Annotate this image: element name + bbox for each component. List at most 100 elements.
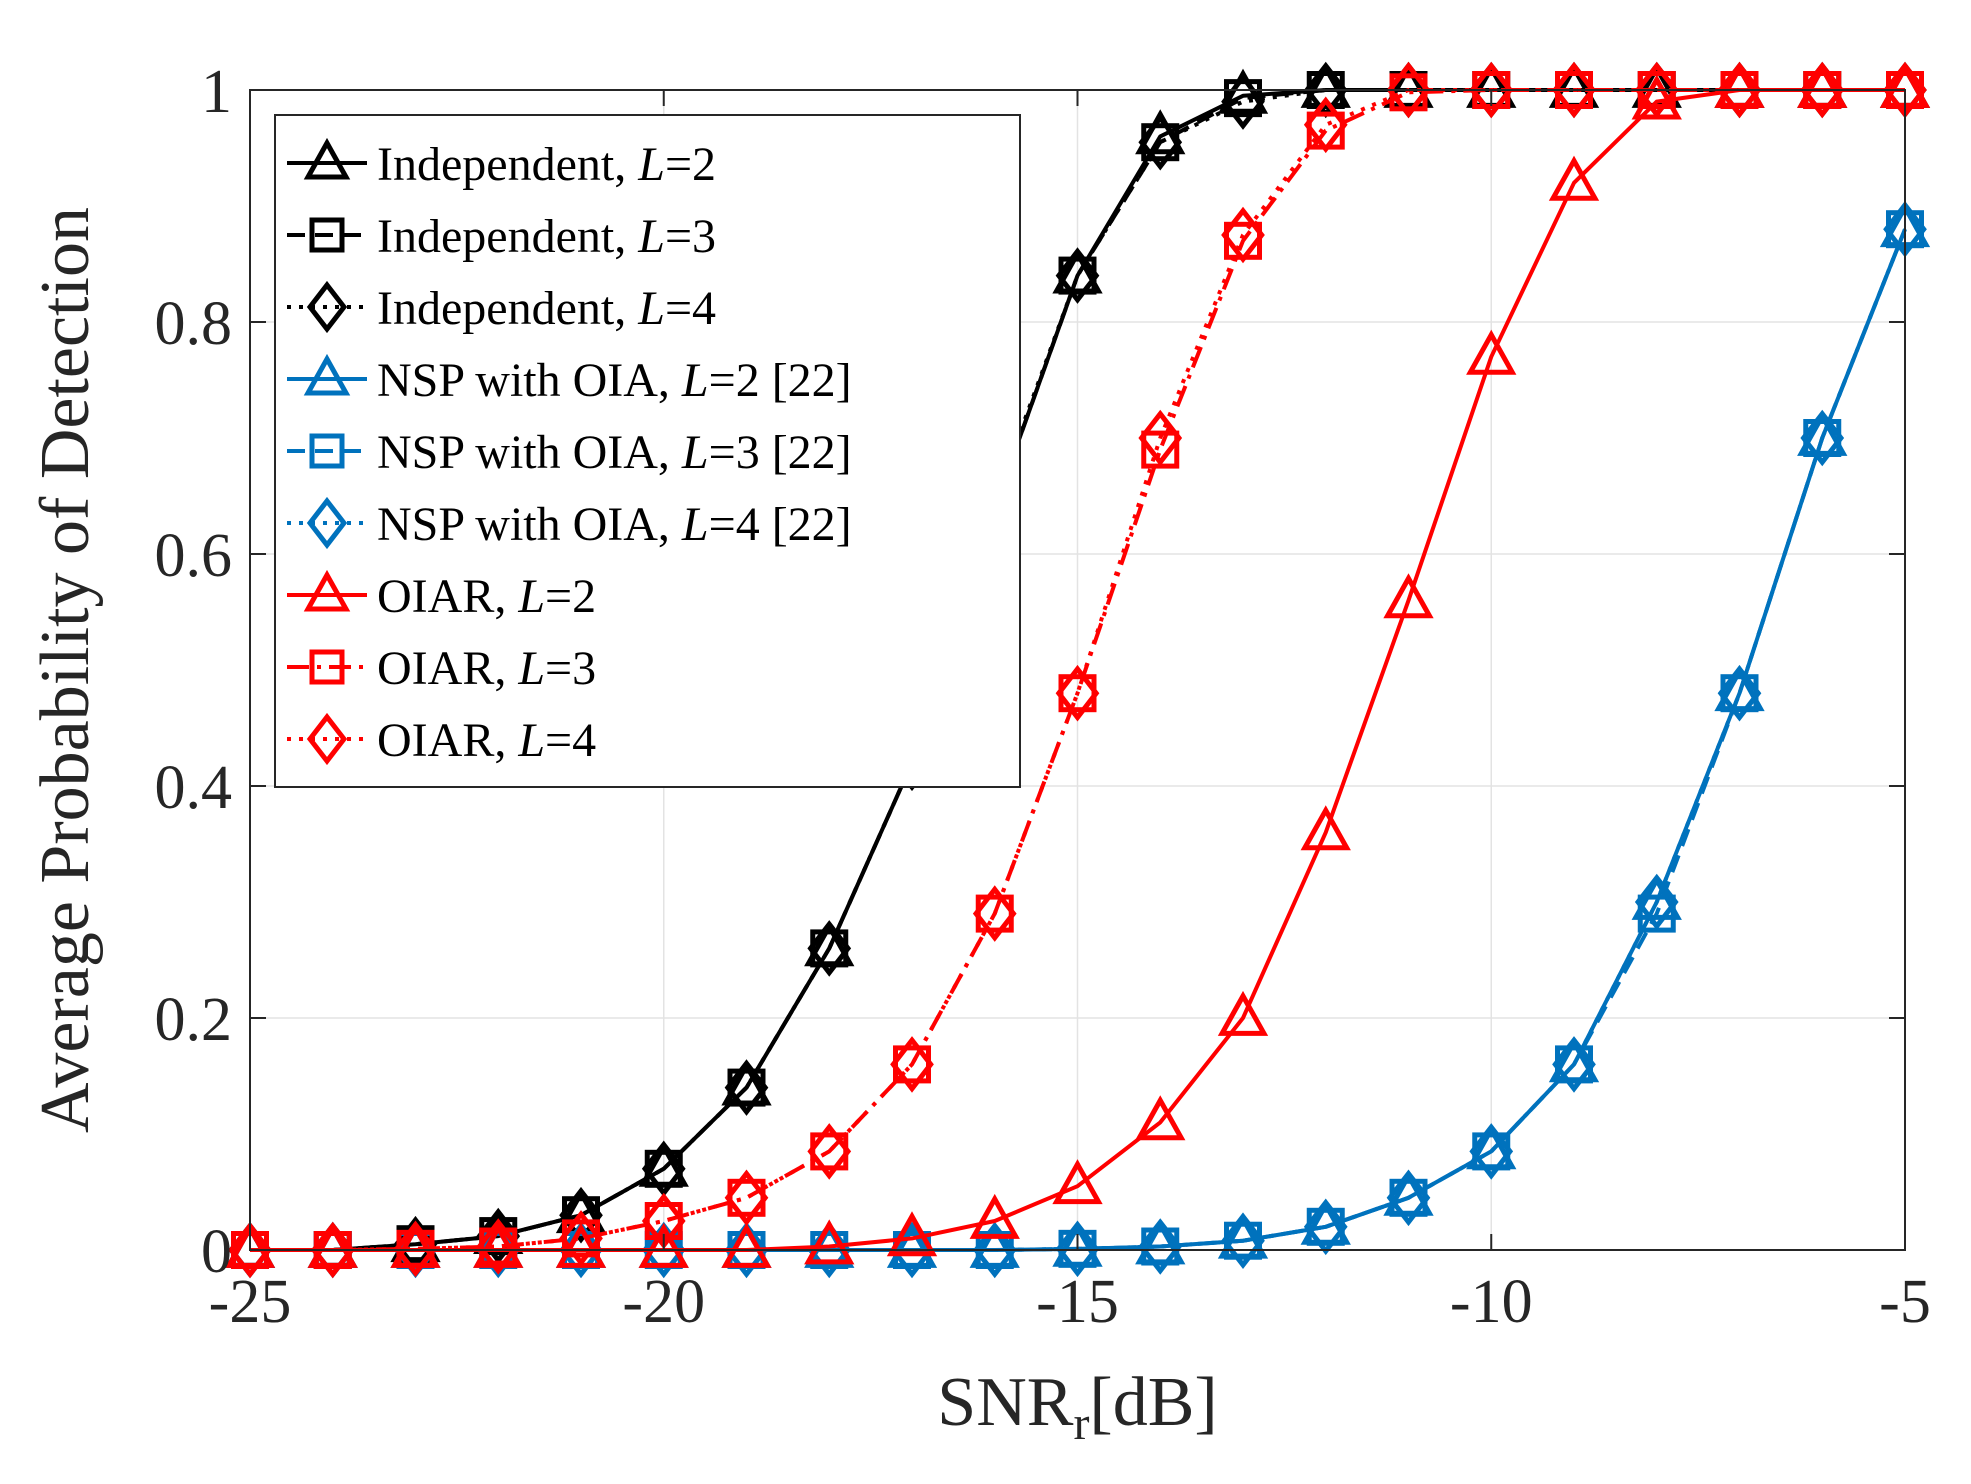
data-point (393, 1220, 438, 1278)
data-point (1466, 329, 1517, 375)
y-axis-title: Average Probability of Detection (27, 207, 104, 1133)
data-point (972, 1221, 1017, 1279)
data-point (1469, 1123, 1514, 1180)
legend-label: Independent, L=4 (377, 282, 716, 335)
legend-label: OIAR, L=3 (377, 642, 596, 695)
data-point (1138, 409, 1183, 467)
legend-marker (309, 217, 345, 253)
data-point (1217, 990, 1269, 1036)
legend-label: Independent, L=3 (377, 210, 716, 263)
data-point (638, 1222, 689, 1268)
data-point (1552, 61, 1596, 119)
data-point (886, 1211, 938, 1257)
legend-label: Independent, L=2 (377, 138, 716, 191)
data-point (1800, 61, 1845, 119)
legend-marker (303, 569, 351, 612)
data-point (1055, 247, 1100, 304)
x-tick-label: -20 (622, 1268, 705, 1336)
legend-item: NSP with OIA, L=4 [22] (287, 496, 852, 551)
legend-marker (306, 496, 348, 550)
data-point (890, 1036, 934, 1093)
legend-label: OIAR, L=2 (377, 570, 596, 623)
data-point (1055, 664, 1100, 722)
data-point (804, 1219, 855, 1265)
data-point (1383, 573, 1434, 619)
data-point (724, 1221, 769, 1279)
legend-marker (306, 712, 348, 766)
data-point (1634, 61, 1679, 119)
data-point (1138, 113, 1183, 171)
y-tick-label: 1 (201, 58, 232, 126)
x-axis-title-unit: [dB] (1089, 1364, 1217, 1441)
data-point (559, 1186, 603, 1244)
data-point (1138, 1218, 1183, 1275)
data-point (1552, 1036, 1596, 1093)
data-point (969, 1193, 1020, 1239)
data-point (1135, 1095, 1186, 1141)
data-point (1717, 664, 1762, 722)
series-8 (228, 61, 1927, 1279)
legend-item: Independent, L=2 (287, 137, 716, 191)
series-line (250, 88, 1905, 1252)
legend: Independent, L=2 Independent, L=3 Independ… (274, 114, 1021, 788)
data-point (310, 1221, 355, 1279)
legend-item: Independent, L=4 (287, 280, 716, 335)
series-line (250, 88, 1905, 1252)
data-point (1469, 61, 1514, 119)
data-point (1800, 409, 1845, 467)
data-point (724, 1059, 769, 1116)
legend-item: OIAR, L=2 (287, 569, 596, 623)
y-tick-label: 0.4 (155, 754, 233, 822)
y-tick-label: 0.6 (155, 522, 233, 590)
x-tick-label: -10 (1450, 1268, 1533, 1336)
data-point (559, 1221, 603, 1279)
y-tick-label: 0 (201, 1218, 232, 1286)
data-point (1634, 873, 1679, 931)
x-axis-title-subscript: r (1073, 1397, 1089, 1450)
legend-label: NSP with OIA, L=3 [22] (377, 426, 852, 479)
legend-item: OIAR, L=4 (287, 712, 596, 767)
data-point (476, 1218, 521, 1275)
data-point (1221, 206, 1265, 264)
data-point (807, 1123, 852, 1180)
legend-marker (309, 433, 345, 469)
series-line (250, 228, 1907, 1252)
data-point (228, 1221, 272, 1279)
data-point (1303, 96, 1348, 154)
data-point (807, 920, 852, 977)
legend-label: OIAR, L=4 (377, 714, 596, 767)
data-point (1717, 61, 1762, 119)
legend-item: OIAR, L=3 (287, 642, 596, 695)
data-point (559, 1210, 603, 1267)
y-tick-label: 0.8 (155, 290, 233, 358)
legend-item: Independent, L=3 (287, 210, 716, 263)
legend-item: NSP with OIA, L=3 [22] (287, 426, 852, 479)
data-point (1386, 1169, 1431, 1227)
data-point (1386, 61, 1431, 119)
y-tick-label: 0.2 (155, 986, 233, 1054)
x-tick-label: -15 (1036, 1268, 1119, 1336)
legend-item: NSP with OIA, L=2 [22] (287, 353, 852, 407)
data-point (1055, 1220, 1100, 1278)
legend-marker (309, 649, 345, 685)
legend-label: NSP with OIA, L=4 [22] (377, 498, 852, 551)
legend-marker (303, 137, 351, 180)
data-point (641, 1221, 686, 1279)
data-point (972, 885, 1017, 942)
data-point (721, 1222, 772, 1268)
data-point (1300, 805, 1351, 851)
data-point (1548, 155, 1600, 201)
legend-marker (303, 353, 351, 396)
series-line (250, 88, 1905, 1252)
legend-box (274, 114, 1021, 788)
x-tick-label: -25 (209, 1268, 292, 1336)
data-point (1052, 1159, 1103, 1205)
x-axis-title-main: SNR (937, 1364, 1073, 1441)
data-point (724, 1169, 769, 1227)
data-point (1221, 73, 1265, 130)
x-tick-label: -5 (1879, 1268, 1931, 1336)
legend-marker (306, 280, 348, 334)
legend-label: NSP with OIA, L=2 [22] (377, 354, 852, 407)
